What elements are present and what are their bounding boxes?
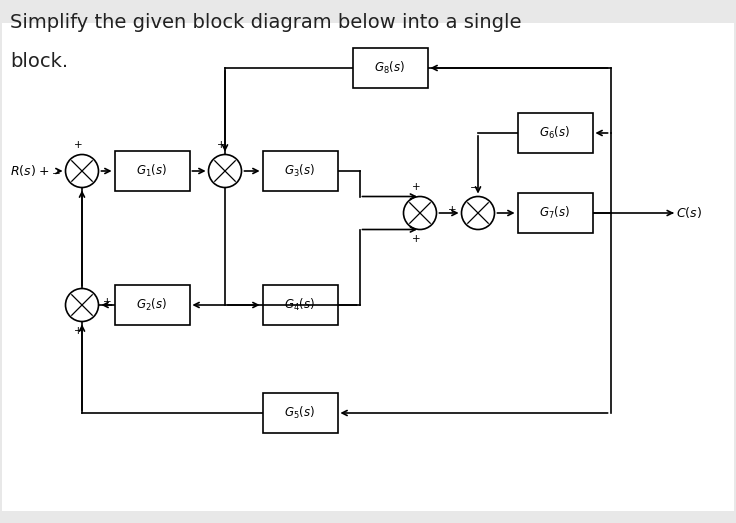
Text: +: + [102, 297, 111, 307]
Text: Simplify the given block diagram below into a single: Simplify the given block diagram below i… [10, 13, 522, 32]
Text: +: + [74, 326, 82, 336]
Bar [263, 393, 338, 433]
Circle shape [208, 154, 241, 188]
Text: $C(s)$: $C(s)$ [676, 206, 702, 221]
Text: $G_3(s)$: $G_3(s)$ [285, 163, 316, 179]
Text: −: − [470, 183, 478, 192]
Circle shape [403, 197, 436, 230]
Bar [353, 48, 428, 88]
Text: +: + [411, 234, 420, 244]
Text: +: + [448, 205, 456, 215]
Text: $G_2(s)$: $G_2(s)$ [136, 297, 168, 313]
Bar [115, 151, 189, 191]
Bar [517, 113, 592, 153]
Text: −: − [52, 169, 60, 179]
Text: $G_4(s)$: $G_4(s)$ [285, 297, 316, 313]
Text: block.: block. [10, 52, 68, 71]
Text: $G_1(s)$: $G_1(s)$ [136, 163, 168, 179]
Text: +: + [411, 183, 420, 192]
Text: +: + [216, 141, 225, 151]
Circle shape [66, 154, 99, 188]
Bar [263, 285, 338, 325]
Text: +: + [74, 141, 82, 151]
Text: $G_5(s)$: $G_5(s)$ [285, 405, 316, 421]
Text: $R(s)$ +: $R(s)$ + [10, 164, 50, 178]
Circle shape [461, 197, 495, 230]
Circle shape [66, 289, 99, 322]
Bar [517, 193, 592, 233]
Text: $G_6(s)$: $G_6(s)$ [539, 125, 570, 141]
Bar [115, 285, 189, 325]
Bar [263, 151, 338, 191]
Text: $G_7(s)$: $G_7(s)$ [539, 205, 570, 221]
Text: $G_8(s)$: $G_8(s)$ [375, 60, 406, 76]
